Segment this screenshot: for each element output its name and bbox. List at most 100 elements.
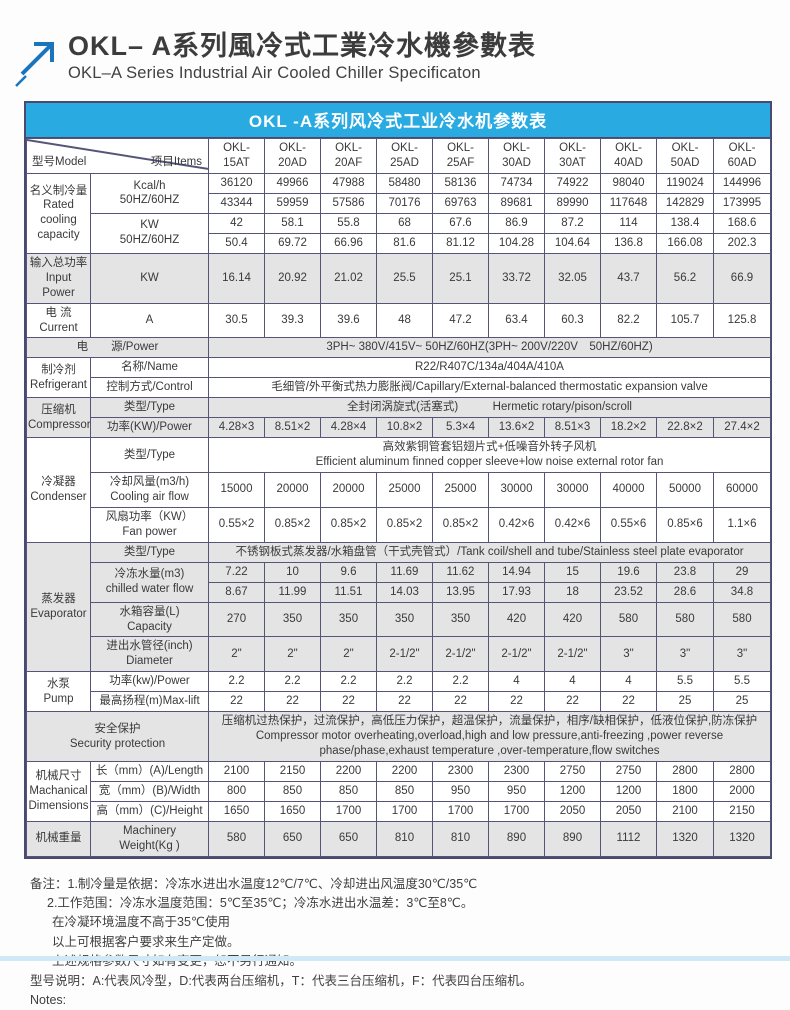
value-cell: 42 [208,212,265,234]
table-banner: OKL -A系列风冷式工业冷水机参数表 [26,103,770,138]
value-cell: 420 [544,601,601,638]
value-cell: 5.3×4 [432,417,489,439]
value-cell: 11.62 [432,561,489,583]
value-cell: 2.2 [432,671,489,693]
value-cell: 14.03 [376,581,433,603]
value-cell: OKL- 25AD [376,138,433,174]
value-cell: 60.3 [544,302,601,339]
value-cell: 14.94 [488,561,545,583]
value-cell: 4 [488,671,545,693]
value-cell: 2800 [656,761,714,782]
value-cell: 22 [320,691,377,713]
value-cell: 39.3 [264,302,321,339]
row-label-cell: 高（mm）(C)/Height [90,800,209,822]
value-cell: 47988 [320,173,377,194]
note-line: Notes: [30,992,67,1007]
row-label-cell: 冷冻水量(m3) chilled water flow [90,561,209,603]
table-row: 高（mm）(C)/Height 1650 1650 1700 1700 1700 1700 2… [27,800,771,822]
value-cell: 23.52 [600,581,657,603]
note-line: 2.工作范围：冷冻水温度范围：5℃至35℃；冷冻水进出水温差：3℃至8℃。 [47,896,474,911]
value-cell: 5.5 [713,671,771,693]
value-cell: 350 [432,601,489,638]
table-row: 电 源/Power 3PH~ 380V/415V~ 50HZ/60HZ(3PH~ … [26,337,771,359]
value-cell: 36120 [208,173,265,194]
table-row: 输入总功率 Input Power KW 16.14 20.92 21.02 25.5 25… [26,252,771,304]
value-cell: 202.3 [713,232,771,254]
value-cell: 40000 [600,472,657,508]
value-cell: 1700 [320,800,377,822]
value-cell: 2300 [488,761,545,782]
value-cell: 19.6 [600,561,657,583]
value-cell: 2050 [544,800,601,822]
table-row: 型号Model 项目Items OKL- 15AT OKL- 20AD OKL- 20A… [26,138,771,174]
row-label-cell: 安全保护 Security protection [26,711,209,762]
value-cell: 3" [656,636,714,673]
value-cell: 1112 [600,820,657,857]
value-cell: OKL- 40AD [600,138,657,174]
value-cell: 2.2 [376,671,433,693]
value-cell: 1200 [544,780,601,802]
value-cell: 21.02 [320,252,377,304]
value-cell: 43.7 [600,252,657,304]
table-row: 制冷剂 Refrigerant 名称/Name R22/R407C/134a/404… [26,357,771,399]
value-cell: 2750 [544,761,601,782]
value-cell: 2200 [320,761,377,782]
value-cell: 10.8×2 [376,417,433,439]
value-cell: 全封闭涡旋式(活塞式) Hermetic rotary/pison/scroll [208,397,771,419]
value-cell: 117648 [600,192,657,214]
value-cell: 1650 [208,800,265,822]
value-cell: 1200 [600,780,657,802]
value-cell: 17.93 [488,581,545,603]
value-cell: 890 [544,820,601,857]
value-cell: 10 [264,561,321,583]
value-cell: 9.6 [320,561,377,583]
value-cell: 144996 [713,173,771,194]
value-cell: 47.2 [432,302,489,339]
value-cell: 800 [208,780,265,802]
row-label-cell: 功率(kw)/Power [90,671,209,693]
value-cell: OKL- 30AD [488,138,545,174]
value-cell: OKL- 50AD [656,138,714,174]
value-cell: 22 [544,691,601,713]
value-cell: 1650 [264,800,321,822]
value-cell: 4 [600,671,657,693]
value-cell: 1700 [432,800,489,822]
value-cell: 13.95 [432,581,489,603]
value-cell: 2050 [600,800,657,822]
value-cell: 3PH~ 380V/415V~ 50HZ/60HZ(3PH~ 200V/220V… [208,337,771,359]
value-cell: 30000 [544,472,601,508]
value-cell: 0.85×6 [656,506,714,543]
value-cell: 0.85×2 [264,506,321,543]
value-cell: 68 [376,212,433,234]
value-cell: OKL- 15AT [208,138,265,174]
value-cell: 8.51×3 [544,417,601,439]
value-cell: 650 [264,820,321,857]
value-cell: 104.64 [544,232,601,254]
table-row: 压缩机 Compressor 类型/Type 全封闭涡旋式(活塞式) Hermeti… [26,397,771,439]
value-cell: 25 [713,691,771,713]
table-row: 冷却风量(m3/h) Cooling air flow 15000 20000 200… [27,472,771,508]
row-label-cell: 长（mm）(A)/Length [90,761,209,782]
note-line: 备注：1.制冷量是依据：冷冻水进出水温度12℃/7℃、冷却进出风温度30℃/35… [30,876,478,891]
note-line: 以上可根据客户要求来生产定做。 [52,934,240,949]
value-cell: 18 [544,581,601,603]
value-cell: 2.2 [320,671,377,693]
spec-table-grid: 型号Model 项目Items OKL- 15AT OKL- 20AD OKL- 20A… [26,138,771,857]
value-cell: OKL- 60AD [713,138,771,174]
table-row: 宽（mm）(B)/Width 800 850 850 850 950 950 1200 1200… [27,780,771,802]
value-cell: 2000 [713,780,771,802]
items-label: 项目Items [150,156,202,169]
value-cell: 2-1/2" [376,636,433,673]
value-cell: 580 [208,820,265,857]
bottom-strip [0,956,790,961]
value-cell: 0.42×6 [544,506,601,543]
value-cell: 16.14 [208,252,265,304]
value-cell: 125.8 [713,302,771,339]
value-cell: 58480 [376,173,433,194]
value-cell: 89681 [488,192,545,214]
value-cell: 2" [320,636,377,673]
value-cell: 66.96 [320,232,377,254]
value-cell: 580 [713,601,771,638]
value-cell: 350 [376,601,433,638]
row-label-cell: 风扇功率（KW） Fan power [90,506,209,543]
